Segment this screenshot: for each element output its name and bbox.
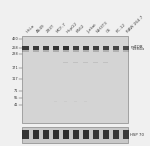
Text: 71: 71: [14, 89, 18, 93]
Bar: [123, 51, 129, 52]
Bar: [33, 130, 39, 139]
Bar: [42, 51, 48, 52]
Bar: [72, 130, 79, 139]
Bar: [22, 51, 28, 52]
Bar: [22, 36, 128, 123]
Bar: [42, 46, 48, 50]
Bar: [82, 51, 88, 52]
Bar: [63, 51, 69, 52]
Bar: [72, 46, 79, 50]
Text: A549: A549: [36, 24, 46, 34]
Text: NIH3T3: NIH3T3: [96, 21, 109, 34]
Text: 55: 55: [14, 96, 18, 100]
Bar: [33, 46, 39, 50]
Bar: [93, 46, 99, 50]
Bar: [33, 51, 39, 52]
Bar: [52, 130, 59, 139]
Text: MCF-7: MCF-7: [56, 22, 68, 34]
Text: Jurkat: Jurkat: [86, 23, 97, 34]
Bar: [54, 101, 57, 102]
Bar: [82, 130, 88, 139]
Bar: [63, 130, 69, 139]
Bar: [83, 62, 88, 63]
Bar: [64, 101, 67, 102]
Bar: [84, 101, 87, 102]
Text: 293T: 293T: [46, 24, 56, 34]
Text: K562: K562: [76, 24, 86, 34]
Bar: [93, 130, 99, 139]
Text: mTOR: mTOR: [130, 45, 143, 49]
Text: PC-12: PC-12: [116, 23, 127, 34]
Text: ~289kDa: ~289kDa: [130, 47, 145, 52]
Bar: [42, 130, 48, 139]
Bar: [22, 127, 128, 143]
Text: HeLa: HeLa: [26, 24, 36, 34]
Text: 117: 117: [12, 77, 18, 81]
Bar: [22, 46, 28, 50]
Bar: [103, 51, 109, 52]
Bar: [82, 46, 88, 50]
Bar: [22, 130, 28, 139]
Bar: [103, 62, 108, 63]
Bar: [93, 51, 99, 52]
Text: HSP 70: HSP 70: [130, 133, 144, 137]
Bar: [93, 62, 98, 63]
Text: 268: 268: [12, 46, 18, 50]
Bar: [74, 101, 77, 102]
Text: RAW 264.7: RAW 264.7: [126, 15, 145, 34]
Bar: [123, 46, 129, 50]
Text: 460: 460: [12, 37, 18, 41]
Bar: [103, 46, 109, 50]
Bar: [103, 130, 109, 139]
Bar: [73, 62, 78, 63]
Text: 41: 41: [14, 103, 18, 107]
Text: HepG2: HepG2: [66, 21, 79, 34]
Text: 171: 171: [12, 66, 18, 70]
Bar: [112, 46, 118, 50]
Bar: [63, 62, 68, 63]
Text: C6: C6: [106, 27, 113, 34]
Bar: [52, 46, 59, 50]
Bar: [112, 130, 118, 139]
Bar: [52, 51, 59, 52]
Text: 238: 238: [12, 52, 18, 56]
Bar: [63, 46, 69, 50]
Bar: [123, 130, 129, 139]
Bar: [112, 51, 118, 52]
Bar: [72, 51, 79, 52]
